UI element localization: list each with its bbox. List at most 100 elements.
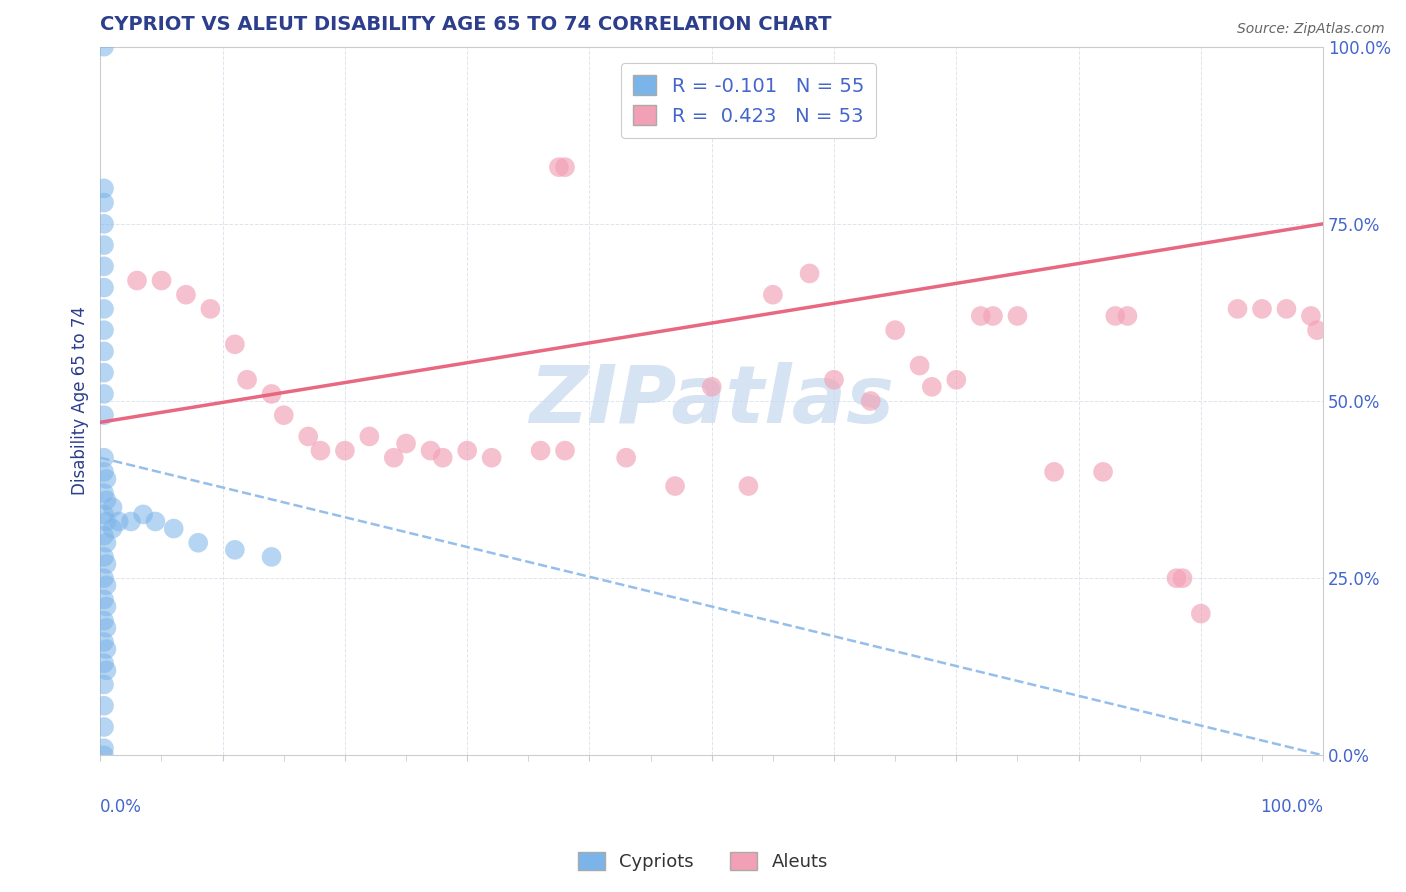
Text: 0.0%: 0.0% — [100, 797, 142, 816]
Point — [799, 267, 821, 281]
Point — [700, 380, 723, 394]
Point — [921, 380, 943, 394]
Point — [614, 450, 637, 465]
Point — [187, 535, 209, 549]
Point — [432, 450, 454, 465]
Point — [236, 373, 259, 387]
Point — [93, 677, 115, 691]
Point — [200, 301, 222, 316]
Point — [96, 557, 118, 571]
Point — [93, 657, 115, 671]
Point — [419, 443, 441, 458]
Point — [382, 450, 405, 465]
Point — [224, 542, 246, 557]
Point — [96, 621, 118, 635]
Point — [481, 450, 503, 465]
Point — [260, 387, 283, 401]
Point — [359, 429, 381, 443]
Point — [125, 273, 148, 287]
Point — [163, 522, 186, 536]
Text: Source: ZipAtlas.com: Source: ZipAtlas.com — [1237, 22, 1385, 37]
Point — [1092, 465, 1115, 479]
Point — [93, 387, 115, 401]
Point — [93, 465, 115, 479]
Point — [823, 373, 845, 387]
Point — [96, 535, 118, 549]
Point — [664, 479, 686, 493]
Point — [93, 592, 115, 607]
Point — [1299, 309, 1322, 323]
Point — [93, 366, 115, 380]
Point — [93, 301, 115, 316]
Point — [1275, 301, 1298, 316]
Point — [174, 287, 197, 301]
Point — [107, 515, 129, 529]
Text: ZIPatlas: ZIPatlas — [529, 362, 894, 440]
Point — [93, 217, 115, 231]
Point — [548, 160, 571, 174]
Point — [1226, 301, 1249, 316]
Point — [132, 508, 155, 522]
Legend: Cypriots, Aleuts: Cypriots, Aleuts — [571, 845, 835, 879]
Point — [93, 741, 115, 756]
Point — [224, 337, 246, 351]
Point — [93, 508, 115, 522]
Point — [93, 344, 115, 359]
Point — [93, 39, 115, 54]
Point — [101, 500, 124, 515]
Point — [120, 515, 142, 529]
Point — [96, 578, 118, 592]
Point — [1104, 309, 1126, 323]
Point — [93, 323, 115, 337]
Point — [96, 663, 118, 677]
Point — [1116, 309, 1139, 323]
Point — [93, 614, 115, 628]
Point — [93, 181, 115, 195]
Text: CYPRIOT VS ALEUT DISABILITY AGE 65 TO 74 CORRELATION CHART: CYPRIOT VS ALEUT DISABILITY AGE 65 TO 74… — [100, 15, 832, 34]
Point — [93, 571, 115, 585]
Point — [93, 529, 115, 543]
Point — [554, 443, 576, 458]
Point — [93, 408, 115, 422]
Point — [908, 359, 931, 373]
Point — [945, 373, 967, 387]
Point — [309, 443, 332, 458]
Point — [93, 748, 115, 763]
Point — [1043, 465, 1066, 479]
Point — [145, 515, 167, 529]
Point — [1251, 301, 1274, 316]
Point — [93, 549, 115, 564]
Point — [859, 394, 882, 409]
Point — [273, 408, 295, 422]
Point — [93, 720, 115, 734]
Point — [529, 443, 551, 458]
Point — [93, 450, 115, 465]
Point — [96, 599, 118, 614]
Point — [970, 309, 993, 323]
Point — [93, 698, 115, 713]
Point — [96, 642, 118, 657]
Point — [1007, 309, 1029, 323]
Point — [93, 486, 115, 500]
Point — [93, 238, 115, 252]
Point — [1189, 607, 1212, 621]
Text: 100.0%: 100.0% — [1260, 797, 1323, 816]
Point — [762, 287, 785, 301]
Point — [1166, 571, 1188, 585]
Point — [93, 195, 115, 210]
Point — [96, 472, 118, 486]
Point — [884, 323, 907, 337]
Point — [96, 493, 118, 508]
Point — [395, 436, 418, 450]
Y-axis label: Disability Age 65 to 74: Disability Age 65 to 74 — [72, 307, 89, 495]
Point — [456, 443, 478, 458]
Point — [101, 522, 124, 536]
Legend: R = -0.101   N = 55, R =  0.423   N = 53: R = -0.101 N = 55, R = 0.423 N = 53 — [621, 63, 876, 137]
Point — [1306, 323, 1329, 337]
Point — [93, 280, 115, 294]
Point — [260, 549, 283, 564]
Point — [297, 429, 319, 443]
Point — [737, 479, 759, 493]
Point — [981, 309, 1004, 323]
Point — [93, 635, 115, 649]
